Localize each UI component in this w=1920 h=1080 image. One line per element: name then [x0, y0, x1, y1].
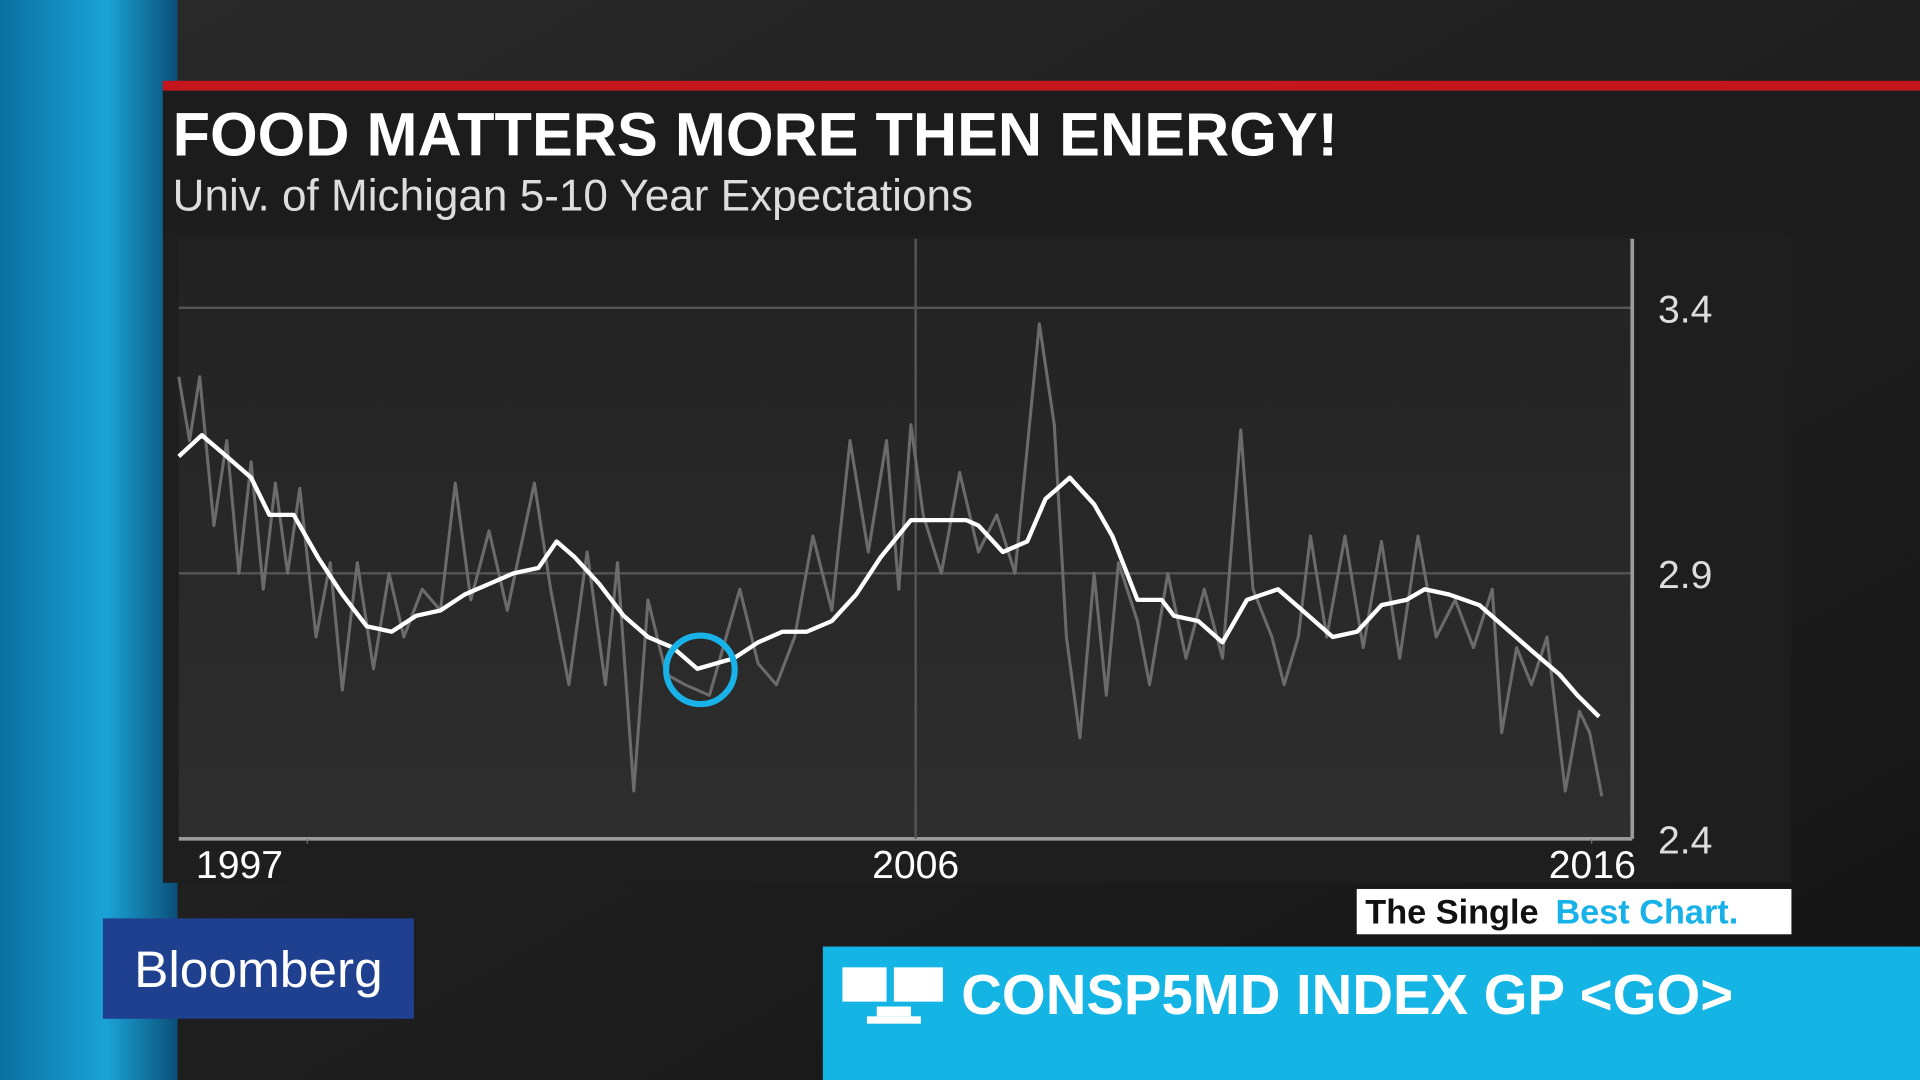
side-stripe [0, 0, 178, 1080]
segment-name-part: Best Chart. [1555, 893, 1738, 931]
x-tick-label: 1997 [196, 844, 283, 887]
y-tick-label: 2.4 [1658, 819, 1712, 862]
y-tick-label: 2.9 [1658, 554, 1712, 597]
highlight-circle [663, 632, 738, 708]
terminal-icon [842, 967, 943, 1024]
y-tick-label: 3.4 [1658, 288, 1712, 331]
segment-name-part: The Single [1365, 893, 1538, 931]
raw-line [177, 322, 1604, 797]
logo-box [102, 918, 414, 1019]
logo: Bloomberg [134, 940, 383, 998]
title-band [162, 83, 1920, 234]
x-tick-label: 2016 [1549, 844, 1636, 887]
x-tick-label: 2006 [872, 844, 959, 887]
segment-name: The Single Best Chart. [1365, 893, 1738, 931]
smoothed-line [177, 433, 1601, 719]
chart-subtitle: Univ. of Michigan 5-10 Year Expectations [173, 172, 973, 221]
title-rule [162, 80, 1920, 91]
chart: 2.4 2.9 3.4 1997 2006 2016 [177, 238, 1712, 887]
chart-title: FOOD MATTERS MORE THEN ENERGY! [173, 101, 1338, 169]
segment-badge [1356, 888, 1792, 935]
ticker: CONSP5MD INDEX GP <GO> [961, 963, 1733, 1026]
ticker-bar [822, 946, 1920, 1080]
plot-area [178, 238, 1633, 839]
